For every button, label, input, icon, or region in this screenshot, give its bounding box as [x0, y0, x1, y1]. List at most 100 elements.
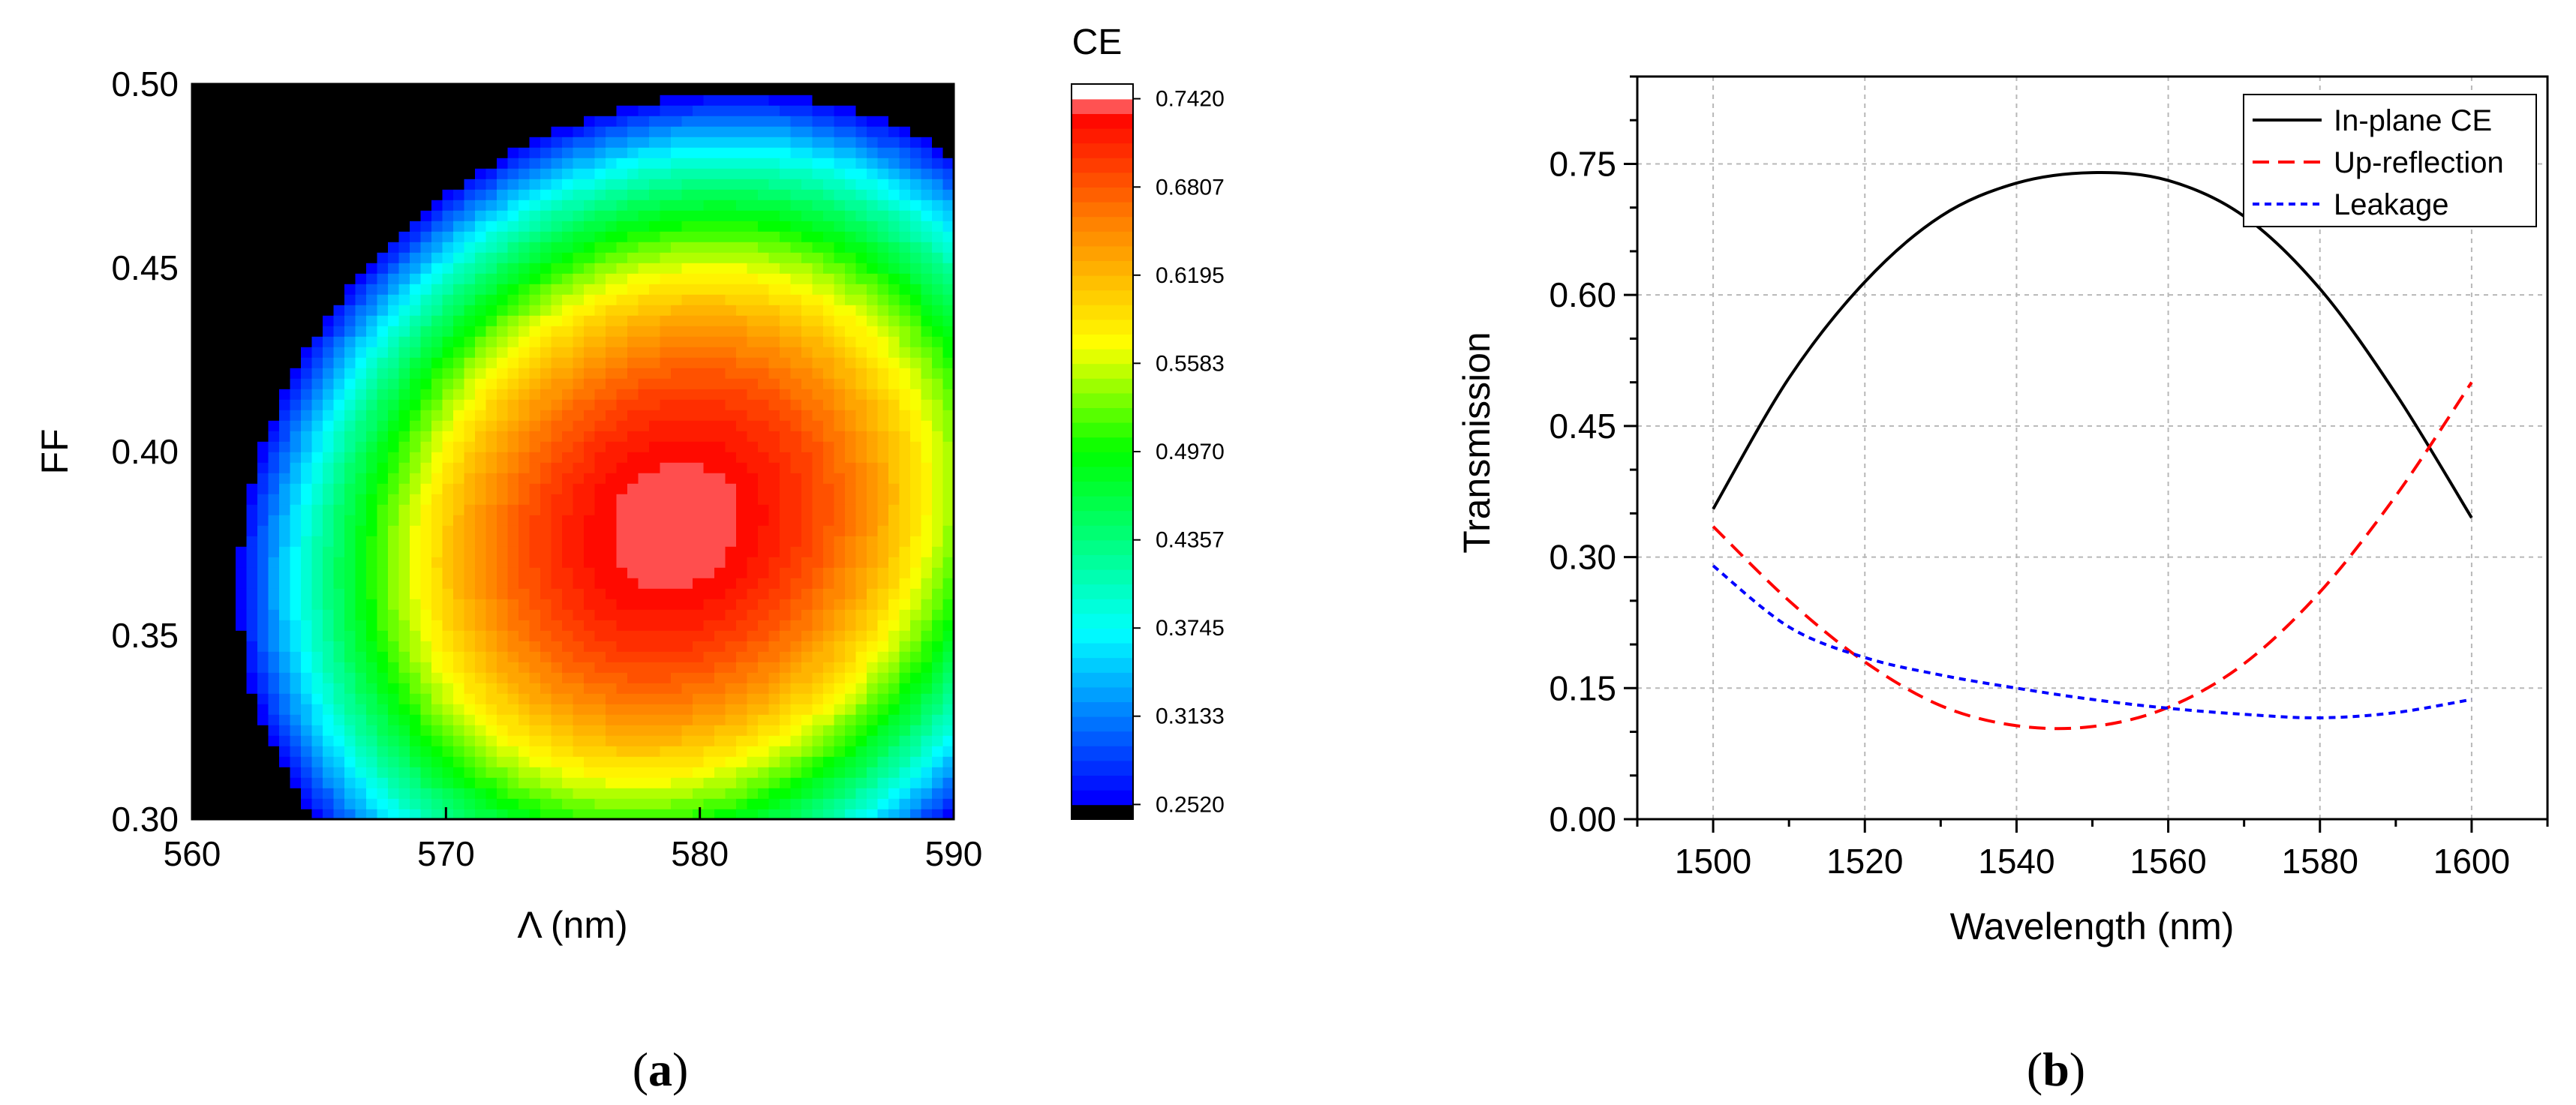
heatmap-cell [519, 105, 531, 116]
heatmap-cell [551, 137, 563, 148]
heatmap-cell [323, 368, 335, 379]
heatmap-cell [540, 84, 552, 95]
heatmap-cell [703, 557, 715, 568]
heatmap-cell [388, 116, 400, 127]
heatmap-cell [921, 252, 933, 263]
heatmap-cell [431, 620, 443, 631]
heatmap-cell [366, 168, 378, 179]
heatmap-cell [780, 357, 792, 368]
heatmap-cell [780, 662, 792, 673]
heatmap-cell [290, 777, 302, 788]
heatmap-cell [485, 462, 497, 473]
heatmap-cell [616, 179, 628, 190]
heatmap-cell [703, 378, 715, 389]
heatmap-cell [638, 420, 650, 431]
heatmap-cell [681, 273, 693, 284]
heatmap-cell [768, 693, 780, 704]
heatmap-cell [236, 399, 248, 410]
heatmap-cell [855, 546, 867, 557]
heatmap-cell [747, 368, 759, 379]
heatmap-cell [616, 683, 628, 694]
heatmap-cell [725, 221, 737, 232]
heatmap-cell [333, 242, 345, 253]
heatmap-cell [540, 389, 552, 400]
heatmap-cell [573, 116, 585, 127]
heatmap-cell [420, 273, 432, 284]
heatmap-cell [899, 105, 911, 116]
heatmap-cell [594, 735, 606, 746]
heatmap-cell [845, 315, 857, 326]
heatmap-cell [703, 504, 715, 515]
heatmap-cell [377, 116, 389, 127]
heatmap-cell [236, 536, 248, 547]
heatmap-cell [606, 515, 618, 526]
heatmap-cell [529, 179, 541, 190]
heatmap-cell [801, 158, 813, 169]
heatmap-cell [333, 399, 345, 410]
heatmap-cell [344, 641, 356, 652]
heatmap-cell [877, 179, 889, 190]
heatmap-cell [540, 294, 552, 305]
heatmap-cell [507, 494, 519, 505]
heatmap-cell [780, 641, 792, 652]
heatmap-cell [214, 588, 226, 599]
heatmap-cell [855, 242, 867, 253]
heatmap-cell [236, 578, 248, 589]
heatmap-cell [410, 95, 422, 106]
heatmap-cell [855, 347, 867, 358]
heatmap-cell [736, 368, 748, 379]
heatmap-cell [464, 410, 476, 421]
heatmap-cell [562, 620, 574, 631]
heatmap-cell [442, 399, 454, 410]
heatmap-cell [736, 378, 748, 389]
heatmap-cell [366, 284, 378, 295]
heatmap-cell [801, 504, 813, 515]
heatmap-cell [485, 420, 497, 431]
heatmap-cell [606, 504, 618, 515]
heatmap-cell [420, 515, 432, 526]
heatmap-cell [203, 189, 215, 200]
heatmap-cell [257, 515, 269, 526]
heatmap-cell [485, 410, 497, 421]
heatmap-cell [236, 798, 248, 809]
heatmap-cell [681, 284, 693, 295]
heatmap-cell [453, 777, 465, 788]
heatmap-cell [867, 714, 879, 725]
heatmap-cell [507, 620, 519, 631]
heatmap-cell [344, 788, 356, 799]
heatmap-cell [671, 483, 683, 494]
heatmap-cell [279, 336, 291, 347]
heatmap-cell [768, 504, 780, 515]
heatmap-cell [497, 105, 509, 116]
heatmap-cell [529, 452, 541, 463]
heatmap-cell [910, 536, 922, 547]
heatmap-cell [758, 809, 770, 819]
heatmap-cell [747, 399, 759, 410]
heatmap-cell [257, 189, 269, 200]
heatmap-cell [768, 620, 780, 631]
heatmap-cell [279, 704, 291, 715]
heatmap-cell [758, 189, 770, 200]
heatmap-cell [681, 357, 693, 368]
heatmap-cell [464, 494, 476, 505]
heatmap-cell [594, 798, 606, 809]
heatmap-cell [823, 788, 835, 799]
heatmap-cell [594, 725, 606, 736]
heatmap-cell [714, 95, 726, 106]
heatmap-cell [410, 788, 422, 799]
heatmap-cell [519, 431, 531, 442]
heatmap-cell [747, 242, 759, 253]
heatmap-cell [899, 336, 911, 347]
heatmap-cell [823, 315, 835, 326]
heatmap-cell [649, 84, 661, 95]
heatmap-cell [257, 137, 269, 148]
heatmap-cell [507, 105, 519, 116]
heatmap-cell [736, 630, 748, 641]
heatmap-cell [398, 126, 410, 137]
heatmap-cell [758, 746, 770, 757]
heatmap-cell [388, 525, 400, 536]
heatmap-cell [551, 389, 563, 400]
heatmap-cell [344, 179, 356, 190]
heatmap-cell [453, 399, 465, 410]
colorbar-tick-label: 0.3133 [1156, 704, 1225, 729]
